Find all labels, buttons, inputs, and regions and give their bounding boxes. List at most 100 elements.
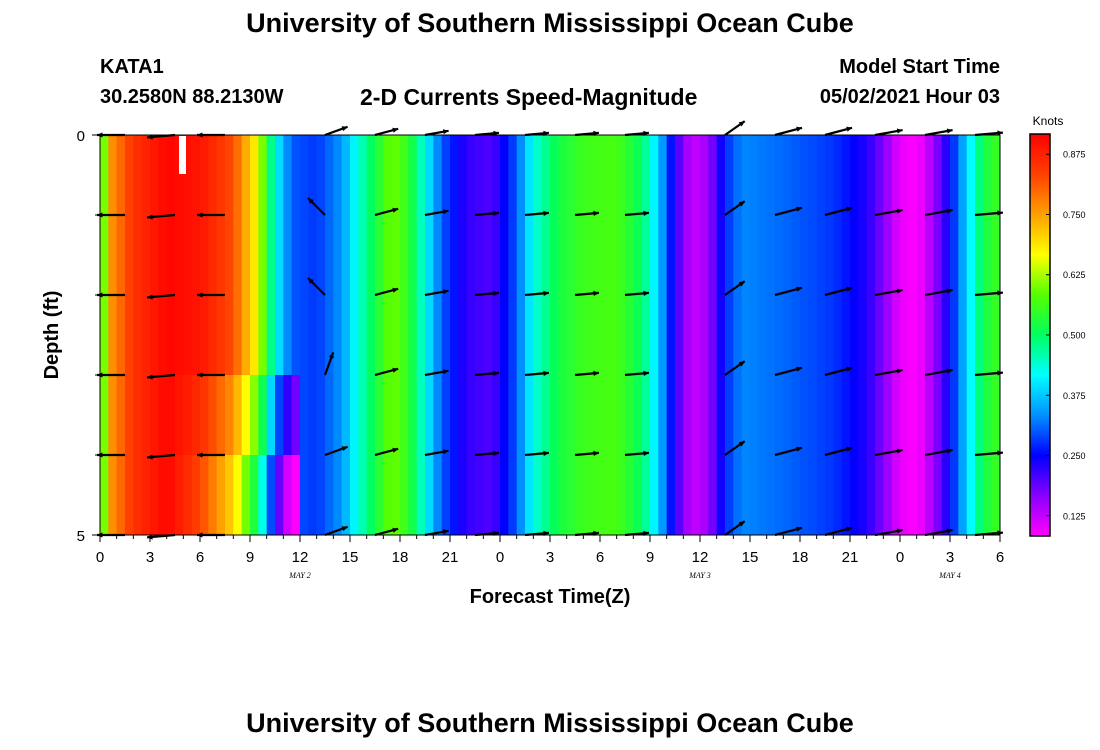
heatmap-cell [600, 215, 609, 296]
heatmap-cell [266, 455, 276, 535]
y-tick-label: 0 [77, 128, 85, 145]
heatmap-cell [616, 135, 626, 216]
heatmap-cell [450, 215, 459, 296]
heatmap-cell [308, 135, 318, 216]
heatmap-cell [925, 455, 934, 535]
current-vector [474, 370, 499, 377]
y-axis-label: Depth (ft) [41, 291, 63, 380]
heatmap-cell [958, 135, 968, 216]
heatmap-cell [275, 295, 284, 376]
heatmap-cell [700, 215, 709, 296]
heatmap-cell [958, 455, 968, 535]
heatmap-cell [300, 455, 309, 535]
heatmap-cell [866, 135, 876, 216]
current-vector [424, 529, 449, 537]
heatmap-cell [116, 135, 126, 216]
heatmap-cell [358, 455, 368, 535]
heatmap-cell [516, 375, 526, 456]
vector-head [147, 294, 153, 300]
heatmap-cell [366, 135, 376, 216]
heatmap-cell [266, 295, 276, 376]
vector-head [442, 529, 449, 535]
heatmap-cell [783, 375, 793, 456]
heatmap-cell [633, 375, 643, 456]
heatmap-cell [891, 295, 901, 376]
heatmap-cell [708, 135, 718, 216]
chart-subtitle: 2-D Currents Speed-Magnitude [360, 84, 698, 110]
heatmap-cell [308, 215, 318, 296]
heatmap-cell [958, 215, 968, 296]
heatmap-cell [108, 135, 118, 216]
heatmap-cell [150, 295, 159, 376]
current-vector [824, 206, 853, 217]
heatmap-cell [466, 135, 476, 216]
heatmap-cell [166, 375, 176, 456]
current-vector [924, 128, 953, 137]
heatmap-cell [533, 295, 543, 376]
heatmap-cell [908, 455, 918, 535]
heatmap-cell [616, 215, 626, 296]
vector-head [442, 369, 449, 375]
heatmap-cell [316, 455, 326, 535]
heatmap-cell [716, 215, 726, 296]
current-vector [424, 209, 449, 217]
heatmap-cell [975, 295, 984, 376]
heatmap-cell [775, 375, 784, 456]
heatmap-cell [900, 455, 909, 535]
heatmap-cell [100, 455, 109, 535]
heatmap-cell [891, 455, 901, 535]
current-vector [774, 206, 803, 217]
heatmap-cell [825, 295, 834, 376]
current-vector [474, 450, 499, 457]
vector-head [896, 208, 903, 214]
heatmap-cell [958, 295, 968, 376]
heatmap-cell [383, 295, 393, 376]
heatmap-cell [725, 135, 734, 216]
heatmap-cell [666, 295, 676, 376]
vector-head [946, 448, 953, 454]
heatmap-cell [408, 455, 418, 535]
heatmap-cell [758, 295, 768, 376]
heatmap-cell [541, 455, 551, 535]
heatmap-cell [583, 455, 593, 535]
heatmap-cell [841, 135, 851, 216]
heatmap-cell [550, 135, 559, 216]
heatmap-cell [108, 295, 118, 376]
current-vector [474, 290, 499, 297]
heatmap-cell [150, 375, 159, 456]
heatmap-cell [225, 455, 234, 535]
heatmap-cell [391, 295, 401, 376]
heatmap-cell [175, 215, 184, 296]
heatmap-cell [383, 215, 393, 296]
heatmap-cell [691, 295, 701, 376]
vector-head [543, 210, 549, 216]
heatmap-cell [950, 295, 959, 376]
heatmap-cell [883, 375, 893, 456]
vector-head [493, 450, 499, 456]
heatmap-cell [166, 295, 176, 376]
heatmap-cell [141, 455, 151, 535]
heatmap-cell [358, 295, 368, 376]
heatmap-cell [500, 135, 509, 216]
current-vector [524, 290, 549, 297]
heatmap-cell [258, 135, 268, 216]
current-vector [324, 525, 348, 537]
current-vector [774, 446, 803, 457]
heatmap-cell [316, 295, 326, 376]
vector-head [643, 290, 649, 296]
heatmap-cell [700, 455, 709, 535]
heatmap-cell [733, 215, 743, 296]
heatmap-cell [191, 375, 201, 456]
heatmap-cell [425, 135, 434, 216]
heatmap-cell [400, 135, 409, 216]
heatmap-cells [100, 135, 1000, 535]
heatmap-cell [175, 135, 184, 216]
heatmap-cell [966, 375, 976, 456]
vector-head [738, 441, 745, 447]
heatmap-cell [275, 455, 284, 535]
heatmap-cell [200, 375, 209, 456]
heatmap-cell [250, 295, 259, 376]
heatmap-cell [583, 215, 593, 296]
heatmap-cell [283, 455, 293, 535]
heatmap-cell [941, 215, 951, 296]
